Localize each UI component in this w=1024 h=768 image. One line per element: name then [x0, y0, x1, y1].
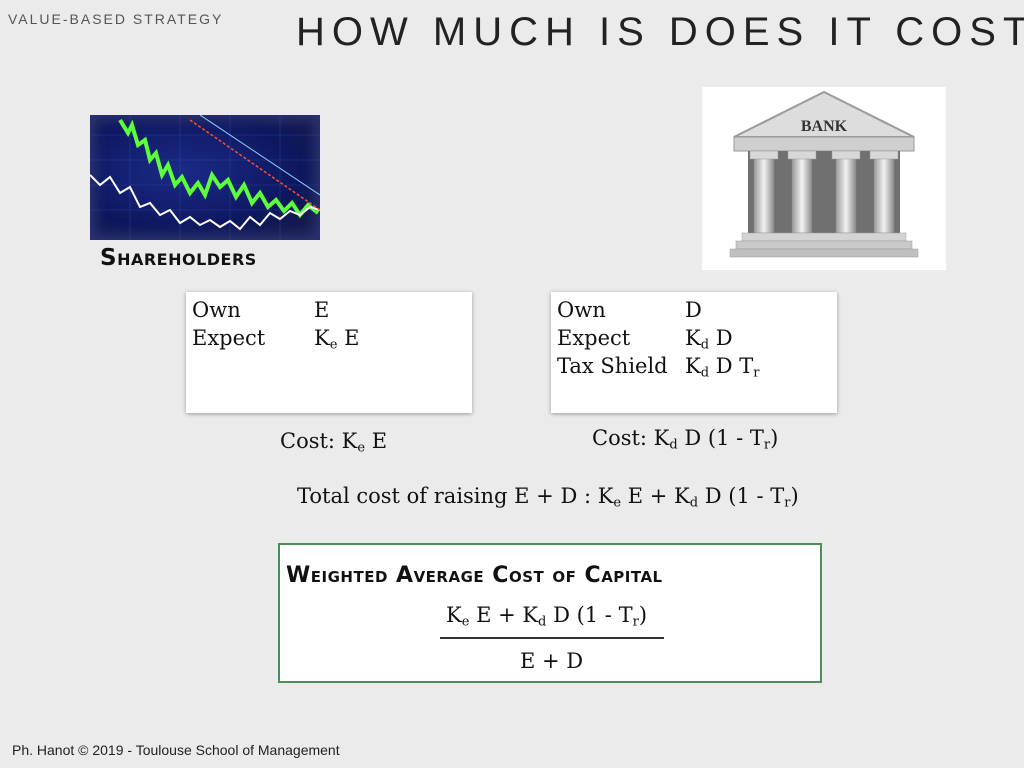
debt-cost: Cost: Kd D (1 - Tr) [592, 426, 779, 453]
debt-own-value: D [685, 298, 702, 322]
equity-expect-label: Expect [192, 326, 266, 350]
stock-chart-icon [90, 115, 320, 240]
wacc-title: Weighted Average Cost of Capital [286, 563, 663, 588]
shareholders-label: Shareholders [100, 245, 257, 271]
debt-own-label: Own [557, 298, 606, 322]
equity-own-label: Own [192, 298, 241, 322]
fraction-line [440, 637, 664, 639]
equity-cost: Cost: Ke E [280, 429, 388, 456]
bank-building-icon: BANK [702, 87, 946, 270]
debt-expect-value: Kd D [685, 326, 733, 353]
wacc-box: Weighted Average Cost of Capital Ke E + … [278, 543, 822, 683]
stock-chart-graphic [90, 115, 320, 240]
section-label: VALUE-BASED STRATEGY [8, 11, 224, 27]
tax-shield-value: Kd D Tr [685, 354, 760, 381]
footer-credit: Ph. Hanot © 2019 - Toulouse School of Ma… [12, 742, 340, 758]
slide-title: HOW MUCH IS DOES IT COST [296, 10, 1024, 54]
equity-expect-value: Ke E [314, 326, 360, 353]
wacc-numerator: Ke E + Kd D (1 - Tr) [446, 603, 648, 630]
wacc-denominator: E + D [520, 649, 584, 673]
equity-own-value: E [314, 298, 330, 322]
bank-sign: BANK [801, 118, 848, 135]
tax-shield-label: Tax Shield [557, 354, 668, 378]
equity-card: Own E Expect Ke E [186, 292, 472, 413]
total-cost: Total cost of raising E + D : Ke E + Kd … [297, 484, 799, 511]
bank-graphic: BANK [729, 90, 919, 258]
debt-expect-label: Expect [557, 326, 631, 350]
debt-card: Own D Expect Kd D Tax Shield Kd D Tr [551, 292, 837, 413]
